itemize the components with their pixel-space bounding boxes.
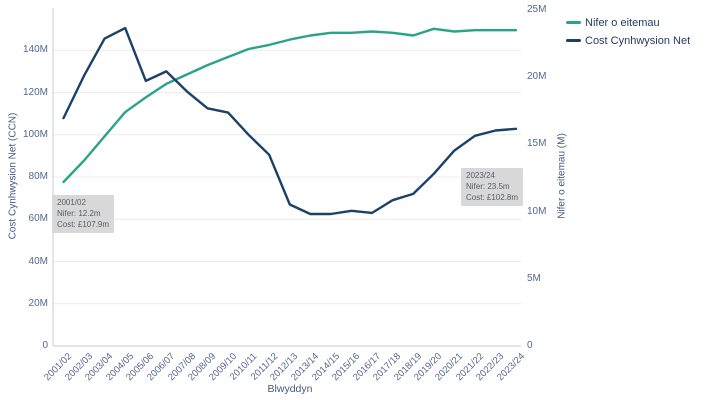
x-axis-title: Blwyddyn (267, 383, 313, 395)
cost-line (62, 26, 518, 216)
left-axis-tick: 120M (22, 86, 48, 98)
left-axis-tick: 60M (28, 213, 48, 225)
right-axis-tick: 25M (527, 4, 547, 15)
left-axis-tick: 100M (22, 128, 48, 140)
right-axis-title: Nifer o eitemau (M) (556, 133, 568, 219)
annotation-nifer: Nifer: 12.2m (57, 209, 101, 218)
right-axis-tick: 20M (527, 71, 547, 83)
left-axis-tick: 20M (28, 297, 48, 309)
annotation-year: 2023/24 (466, 171, 495, 180)
annotation-year: 2001/02 (57, 198, 86, 207)
nifer-line-swatch-icon (566, 21, 581, 24)
legend-item-cost[interactable]: Cost Cynhwysion Net (566, 33, 690, 48)
left-axis-title: Cost Cynhwysion Net (CCN) (7, 112, 19, 240)
right-axis-tick: 0 (527, 340, 533, 351)
annotation-2001-02: 2001/02 Nifer: 12.2m Cost: £107.9m (52, 195, 115, 233)
left-axis-tick: 140M (22, 44, 48, 56)
legend-label: Nifer o eitemau (585, 16, 660, 29)
legend-label: Cost Cynhwysion Net (585, 34, 691, 47)
right-axis-tick: 15M (527, 138, 547, 150)
annotation-2023-24: 2023/24 Nifer: 23.5m Cost: £102.8m (461, 168, 524, 206)
legend: Nifer o eitemau Cost Cynhwysion Net (566, 15, 690, 48)
annotation-cost: Cost: £107.9m (57, 220, 110, 229)
left-axis-tick: 0 (42, 340, 48, 351)
right-axis-tick: 5M (527, 272, 541, 284)
annotation-cost: Cost: £102.8m (466, 193, 519, 202)
cost-line-swatch-icon (566, 39, 581, 42)
left-axis-tick: 80M (28, 171, 48, 182)
annotation-nifer: Nifer: 23.5m (466, 182, 510, 191)
nifer-line (62, 27, 518, 184)
left-axis-tick: 40M (28, 255, 48, 267)
legend-item-nifer[interactable]: Nifer o eitemau (566, 15, 690, 30)
right-axis-tick: 10M (527, 205, 547, 217)
